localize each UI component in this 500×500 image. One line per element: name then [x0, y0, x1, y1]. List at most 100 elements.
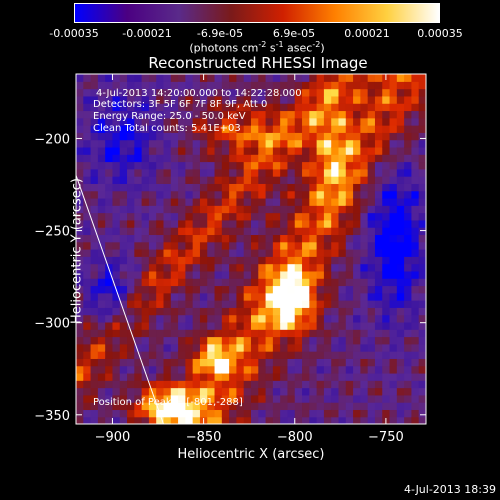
- heatmap-cell: [97, 227, 106, 236]
- heatmap-cell: [367, 190, 376, 199]
- heatmap-cell: [338, 416, 347, 424]
- heatmap-cell: [302, 278, 310, 287]
- heatmap-cell: [309, 154, 318, 163]
- heatmap-cell: [374, 146, 383, 155]
- heatmap-cell: [280, 190, 289, 199]
- heatmap-cell: [148, 300, 157, 308]
- heatmap-cell: [236, 351, 245, 359]
- heatmap-cell: [374, 256, 383, 265]
- heatmap-cell: [236, 110, 245, 119]
- heatmap-cell: [90, 256, 99, 265]
- heatmap-cell: [309, 329, 318, 338]
- heatmap-cell: [280, 176, 289, 184]
- heatmap-cell: [141, 190, 150, 199]
- heatmap-cell: [265, 176, 274, 184]
- heatmap-cell: [280, 227, 289, 236]
- heatmap-cell: [134, 285, 143, 294]
- heatmap-cell: [316, 249, 325, 257]
- heatmap-cell: [221, 168, 230, 177]
- heatmap-cell: [214, 132, 223, 141]
- heatmap-cell: [323, 74, 332, 82]
- heatmap-cell: [396, 314, 405, 323]
- heatmap-cell: [265, 336, 274, 345]
- heatmap-cell: [367, 402, 376, 411]
- heatmap-cell: [251, 197, 259, 206]
- heatmap-cell: [404, 387, 413, 396]
- heatmap-cell: [396, 132, 405, 141]
- heatmap-cell: [221, 74, 230, 82]
- heatmap-cell: [229, 249, 238, 257]
- heatmap-cell: [97, 161, 106, 170]
- heatmap-cell: [360, 74, 369, 82]
- heatmap-cell: [243, 278, 252, 287]
- heatmap-cell: [331, 197, 340, 206]
- heatmap-cell: [97, 307, 106, 316]
- heatmap-cell: [404, 74, 413, 82]
- heatmap-cell: [229, 103, 238, 112]
- heatmap-cell: [112, 416, 121, 424]
- heatmap-cell: [229, 307, 238, 316]
- heatmap-cell: [411, 343, 420, 352]
- heatmap-cell: [265, 219, 274, 228]
- heatmap-cell: [112, 278, 121, 287]
- heatmap-cell: [178, 394, 186, 403]
- heatmap-cell: [156, 168, 165, 177]
- heatmap-cell: [382, 409, 391, 418]
- heatmap-cell: [170, 168, 179, 177]
- heatmap-cell: [309, 110, 318, 119]
- heatmap-cell: [141, 387, 150, 396]
- heatmap-cell: [221, 416, 230, 424]
- heatmap-cell: [112, 249, 121, 257]
- heatmap-cell: [112, 358, 121, 367]
- heatmap-cell: [272, 372, 281, 381]
- heatmap-cell: [345, 197, 354, 206]
- heatmap-cell: [302, 249, 310, 257]
- heatmap-cell: [272, 197, 281, 206]
- heatmap-cell: [265, 234, 274, 243]
- heatmap-cell: [178, 365, 186, 374]
- heatmap-cell: [221, 402, 230, 411]
- heatmap-cell: [119, 263, 128, 272]
- heatmap-cell: [309, 372, 318, 381]
- heatmap-cell: [207, 321, 216, 330]
- heatmap-cell: [127, 314, 135, 323]
- heatmap-cell: [221, 307, 230, 316]
- heatmap-cell: [345, 409, 354, 418]
- heatmap-cell: [76, 256, 84, 265]
- heatmap-cell: [316, 103, 325, 112]
- heatmap-cell: [185, 343, 194, 352]
- heatmap-cell: [353, 205, 361, 214]
- heatmap-cell: [258, 88, 267, 97]
- heatmap-cell: [360, 300, 369, 308]
- heatmap-cell: [185, 380, 194, 389]
- heatmap-cell: [243, 168, 252, 177]
- heatmap-cell: [411, 292, 420, 301]
- heatmap-cell: [287, 300, 296, 308]
- heatmap-cell: [287, 278, 296, 287]
- heatmap-cell: [185, 146, 194, 155]
- heatmap-cell: [127, 103, 135, 112]
- heatmap-cell: [221, 103, 230, 112]
- heatmap-cell: [236, 358, 245, 367]
- heatmap-cell: [243, 336, 252, 345]
- heatmap-cell: [199, 234, 208, 243]
- heatmap-cell: [83, 103, 92, 112]
- heatmap-cell: [199, 81, 208, 90]
- heatmap-cell: [148, 372, 157, 381]
- heatmap-cell: [294, 249, 303, 257]
- heatmap-cell: [374, 380, 383, 389]
- heatmap-cell: [207, 278, 216, 287]
- heatmap-cell: [97, 183, 106, 192]
- heatmap-cell: [148, 409, 157, 418]
- heatmap-cell: [236, 387, 245, 396]
- heatmap-cell: [265, 358, 274, 367]
- heatmap-cell: [163, 197, 172, 206]
- heatmap-cell: [156, 416, 165, 424]
- heatmap-cell: [287, 351, 296, 359]
- heatmap-cell: [141, 168, 150, 177]
- heatmap-cell: [178, 110, 186, 119]
- heatmap-cell: [170, 270, 179, 279]
- heatmap-cell: [236, 380, 245, 389]
- heatmap-cell: [141, 183, 150, 192]
- heatmap-cell: [163, 227, 172, 236]
